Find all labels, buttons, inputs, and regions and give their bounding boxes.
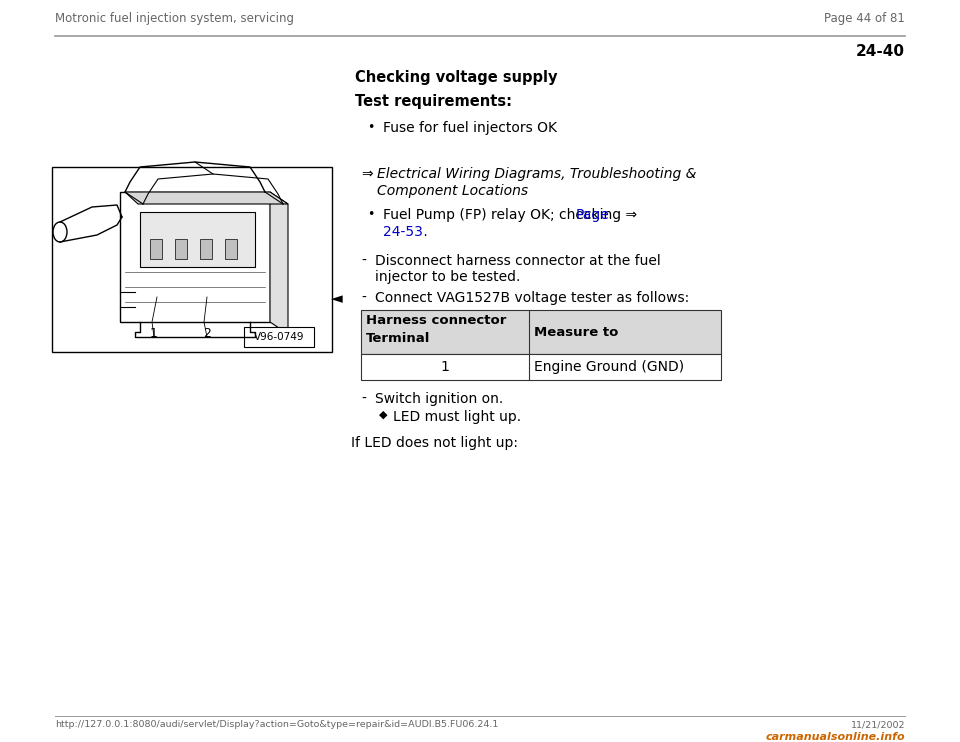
Text: Fuse for fuel injectors OK: Fuse for fuel injectors OK bbox=[383, 121, 557, 135]
Bar bbox=[244, 327, 314, 347]
Polygon shape bbox=[125, 192, 288, 204]
Bar bbox=[52, 167, 332, 352]
Bar bbox=[140, 212, 255, 267]
Bar bbox=[361, 354, 721, 380]
Text: carmanualsonline.info: carmanualsonline.info bbox=[765, 732, 905, 742]
Text: 1: 1 bbox=[441, 360, 449, 374]
Text: LED must light up.: LED must light up. bbox=[393, 410, 521, 424]
Text: injector to be tested.: injector to be tested. bbox=[375, 270, 520, 284]
Text: ◄: ◄ bbox=[331, 291, 343, 306]
Text: http://127.0.0.1:8080/audi/servlet/Display?action=Goto&type=repair&id=AUDI.B5.FU: http://127.0.0.1:8080/audi/servlet/Displ… bbox=[55, 720, 498, 729]
Text: ◆: ◆ bbox=[379, 410, 388, 420]
Text: Electrical Wiring Diagrams, Troubleshooting &: Electrical Wiring Diagrams, Troubleshoot… bbox=[377, 167, 697, 181]
Text: Harness connector: Harness connector bbox=[366, 314, 506, 327]
Text: Checking voltage supply: Checking voltage supply bbox=[355, 70, 558, 85]
Text: 24-53: 24-53 bbox=[383, 225, 422, 239]
Text: If LED does not light up:: If LED does not light up: bbox=[351, 436, 518, 450]
Text: .: . bbox=[419, 225, 428, 239]
Text: Fuel Pump (FP) relay OK; checking ⇒: Fuel Pump (FP) relay OK; checking ⇒ bbox=[383, 208, 641, 222]
Text: Switch ignition on.: Switch ignition on. bbox=[375, 392, 503, 406]
Bar bbox=[150, 239, 162, 259]
Text: -: - bbox=[361, 392, 366, 406]
Ellipse shape bbox=[53, 222, 67, 242]
Text: Page 44 of 81: Page 44 of 81 bbox=[824, 12, 905, 25]
Bar bbox=[120, 192, 270, 322]
Text: 2: 2 bbox=[204, 327, 211, 340]
Text: Test requirements:: Test requirements: bbox=[355, 94, 512, 109]
Text: Page: Page bbox=[576, 208, 610, 222]
Bar bbox=[175, 239, 187, 259]
Bar bbox=[225, 239, 237, 259]
Text: Motronic fuel injection system, servicing: Motronic fuel injection system, servicin… bbox=[55, 12, 294, 25]
Text: Component Locations: Component Locations bbox=[377, 184, 528, 198]
Bar bbox=[361, 310, 721, 354]
Text: -: - bbox=[361, 254, 366, 268]
Text: 24-40: 24-40 bbox=[856, 44, 905, 59]
Bar bbox=[200, 239, 212, 259]
Polygon shape bbox=[270, 192, 288, 334]
Text: •: • bbox=[367, 208, 374, 221]
Text: Connect VAG1527B voltage tester as follows:: Connect VAG1527B voltage tester as follo… bbox=[375, 291, 689, 305]
Text: 11/21/2002: 11/21/2002 bbox=[851, 720, 905, 729]
Text: •: • bbox=[367, 121, 374, 134]
Text: Engine Ground (GND): Engine Ground (GND) bbox=[534, 360, 684, 374]
Text: V96-0749: V96-0749 bbox=[253, 332, 304, 342]
Text: Measure to: Measure to bbox=[534, 326, 618, 339]
Text: ⇒: ⇒ bbox=[361, 167, 372, 181]
Text: Disconnect harness connector at the fuel: Disconnect harness connector at the fuel bbox=[375, 254, 660, 268]
Text: Terminal: Terminal bbox=[366, 332, 430, 345]
Text: 1: 1 bbox=[150, 327, 158, 340]
Text: -: - bbox=[361, 291, 366, 305]
